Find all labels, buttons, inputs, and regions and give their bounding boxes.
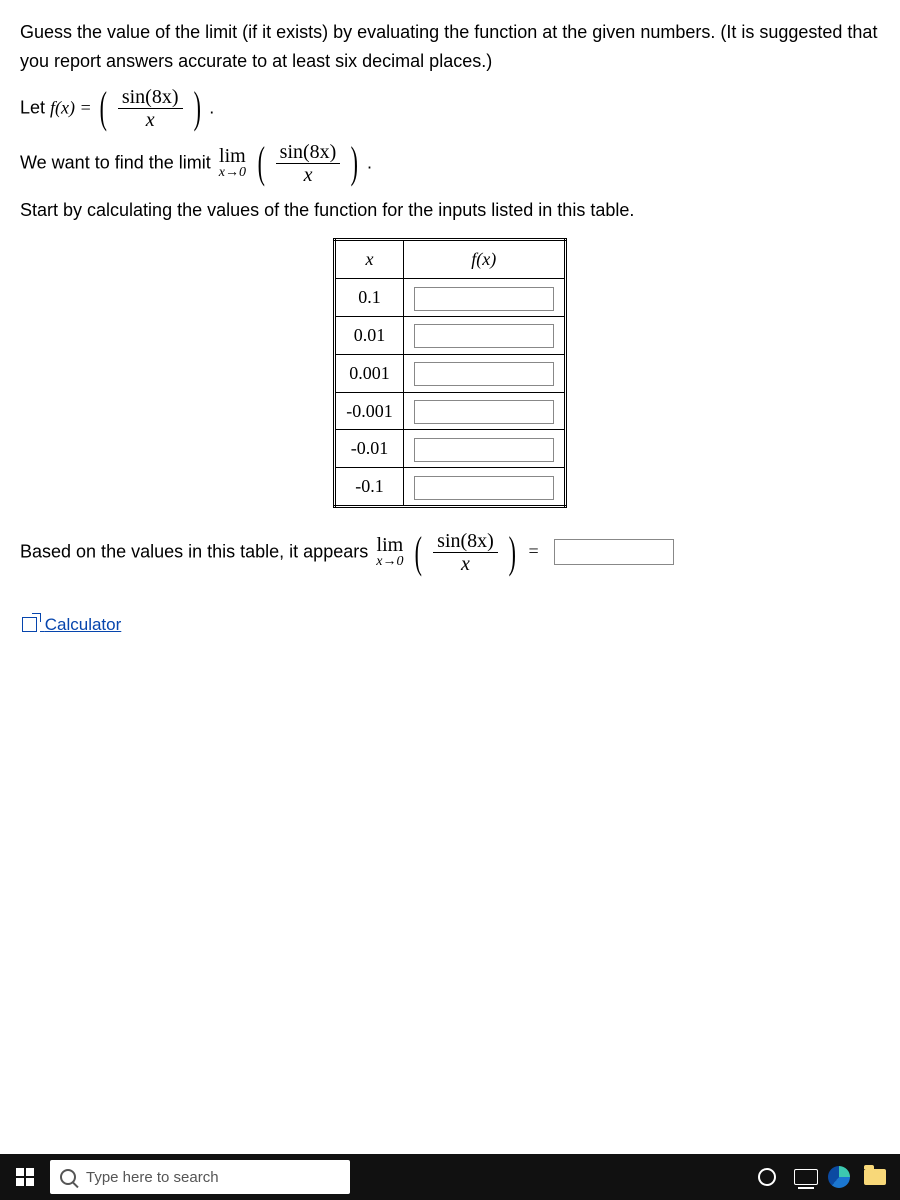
fraction: sin(8x) x <box>276 141 341 186</box>
table-row: -0.1 <box>335 468 566 507</box>
equals-sign: = <box>529 541 539 561</box>
taskbar-search[interactable]: Type here to search <box>50 1160 350 1194</box>
open-paren-icon: ( <box>100 88 107 128</box>
fx-cell <box>403 430 565 468</box>
file-explorer-icon[interactable] <box>864 1166 886 1188</box>
open-paren-icon: ( <box>258 143 265 183</box>
popup-icon <box>22 617 37 632</box>
fx-cell <box>403 316 565 354</box>
fx-input[interactable] <box>414 287 554 311</box>
table-row: 0.1 <box>335 279 566 317</box>
x-cell: -0.001 <box>335 392 404 430</box>
limit-answer-input[interactable] <box>554 539 674 565</box>
fx-cell <box>403 354 565 392</box>
start-button[interactable] <box>0 1154 50 1200</box>
fx-input[interactable] <box>414 476 554 500</box>
conclusion-line: Based on the values in this table, it ap… <box>20 530 880 575</box>
windows-taskbar: Type here to search <box>0 1154 900 1200</box>
limit-notation: lim x→0 <box>376 535 403 569</box>
x-cell: -0.01 <box>335 430 404 468</box>
fraction-numerator: sin(8x) <box>276 141 341 164</box>
fx-cell <box>403 279 565 317</box>
let-label: Let <box>20 97 50 117</box>
table-intro: Start by calculating the values of the f… <box>20 196 880 225</box>
fraction-denominator: x <box>433 553 498 575</box>
limit-notation: lim x→0 <box>219 146 246 180</box>
x-cell: 0.001 <box>335 354 404 392</box>
fraction: sin(8x) x <box>118 86 183 131</box>
x-cell: -0.1 <box>335 468 404 507</box>
table-row: -0.001 <box>335 392 566 430</box>
close-paren-icon: ) <box>509 533 516 573</box>
fx-cell <box>403 468 565 507</box>
close-paren-icon: ) <box>351 143 358 183</box>
intro-text: Guess the value of the limit (if it exis… <box>20 18 880 76</box>
fraction-denominator: x <box>118 109 183 131</box>
fraction-denominator: x <box>276 164 341 186</box>
fx-cell <box>403 392 565 430</box>
fraction-numerator: sin(8x) <box>118 86 183 109</box>
period: . <box>209 97 214 117</box>
fraction: sin(8x) x <box>433 530 498 575</box>
edge-icon[interactable] <box>828 1166 850 1188</box>
col-x-header: x <box>335 240 404 279</box>
lim-approach: x→0 <box>376 555 403 569</box>
lim-label: lim <box>219 146 246 166</box>
x-cell: 0.01 <box>335 316 404 354</box>
period: . <box>367 152 372 172</box>
fraction-numerator: sin(8x) <box>433 530 498 553</box>
search-placeholder: Type here to search <box>86 1169 219 1186</box>
search-icon <box>60 1169 76 1185</box>
x-cell: 0.1 <box>335 279 404 317</box>
fx-input[interactable] <box>414 324 554 348</box>
want-prefix: We want to find the limit <box>20 152 211 172</box>
fx-input[interactable] <box>414 400 554 424</box>
table-row: -0.01 <box>335 430 566 468</box>
conclusion-prefix: Based on the values in this table, it ap… <box>20 541 368 561</box>
table-row: 0.01 <box>335 316 566 354</box>
function-definition: Let f(x) = ( sin(8x) x ) . <box>20 86 880 131</box>
lim-label: lim <box>376 535 403 555</box>
task-view-icon[interactable] <box>794 1169 818 1185</box>
f-of-x: f(x) = <box>50 97 96 117</box>
col-fx-header: f(x) <box>403 240 565 279</box>
taskbar-tray <box>828 1166 900 1188</box>
lim-approach: x→0 <box>219 166 246 180</box>
windows-logo-icon <box>16 1168 34 1186</box>
calculator-link[interactable]: Calculator <box>22 611 121 638</box>
fx-input[interactable] <box>414 362 554 386</box>
values-table: x f(x) 0.1 0.01 0.001 -0.001 -0.01 -0.1 <box>333 238 567 508</box>
close-paren-icon: ) <box>193 88 200 128</box>
table-header-row: x f(x) <box>335 240 566 279</box>
open-paren-icon: ( <box>415 533 422 573</box>
fx-input[interactable] <box>414 438 554 462</box>
table-row: 0.001 <box>335 354 566 392</box>
calculator-link-label: Calculator <box>45 615 122 634</box>
question-content: Guess the value of the limit (if it exis… <box>0 0 900 639</box>
want-line: We want to find the limit lim x→0 ( sin(… <box>20 141 880 186</box>
cortana-icon[interactable] <box>758 1168 776 1186</box>
